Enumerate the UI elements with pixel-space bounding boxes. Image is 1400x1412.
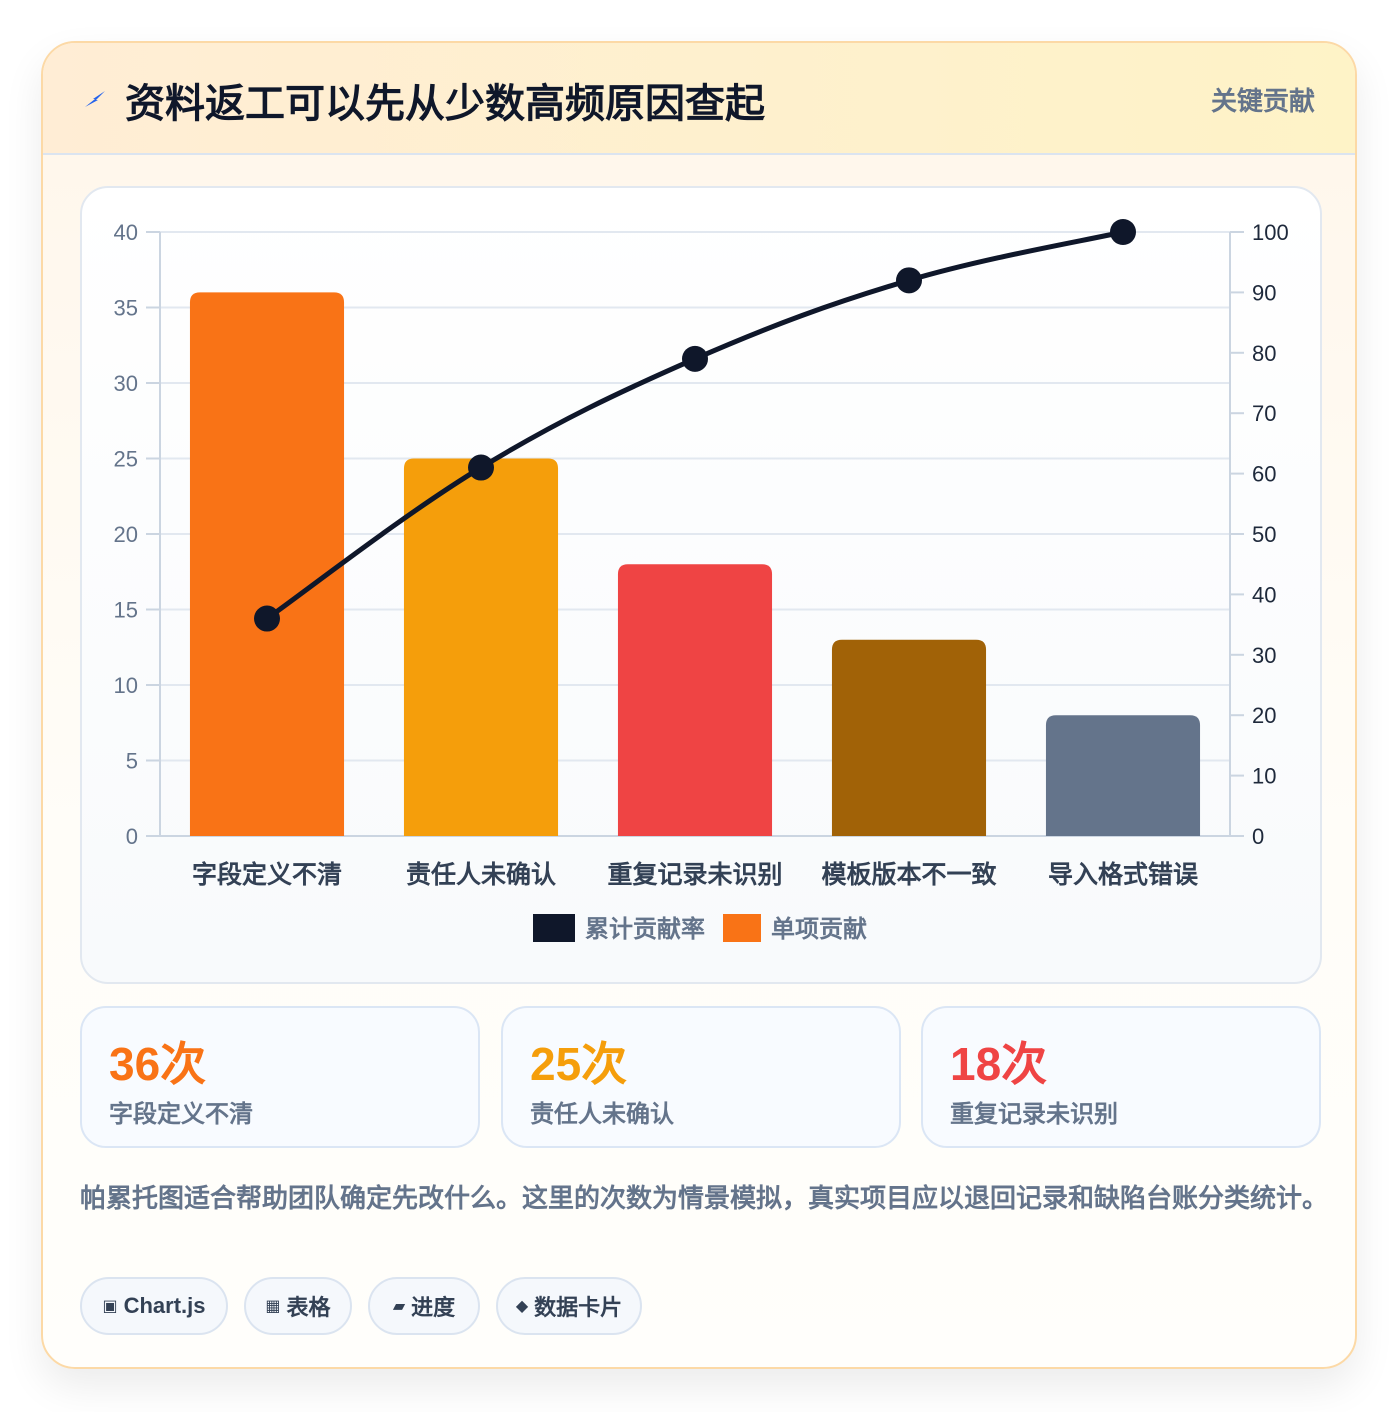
stat-card-1: 36次 字段定义不清 (80, 1006, 480, 1148)
stat-value: 36次 (109, 1038, 207, 1090)
progress-icon: ▰ (392, 1298, 406, 1315)
y-left-tick-label: 5 (126, 749, 138, 774)
card-title: 资料返工可以先从少数高频原因查起 (125, 82, 765, 126)
lightning-icon (85, 91, 105, 107)
line-point (254, 605, 280, 632)
legend-swatch (533, 914, 575, 942)
line-point (896, 267, 922, 294)
chip-chartjs[interactable]: ▣ Chart.js (80, 1277, 228, 1335)
bar (1045, 715, 1201, 836)
stat-card-3: 18次 重复记录未识别 (921, 1006, 1321, 1148)
line-point (468, 454, 494, 481)
x-tick-label: 责任人未确认 (406, 860, 556, 889)
legend-label: 累计贡献率 (585, 915, 705, 943)
y-right-tick-label: 60 (1252, 462, 1276, 487)
y-right-tick-label: 80 (1252, 341, 1276, 366)
bar (617, 564, 773, 836)
chip-label: Chart.js (123, 1293, 206, 1318)
y-right-tick-label: 0 (1252, 824, 1264, 849)
y-right-tick-label: 40 (1252, 582, 1276, 607)
diamond-icon: ◆ (515, 1298, 529, 1315)
chip-label: 表格 (286, 1295, 331, 1320)
card-header: 资料返工可以先从少数高频原因查起 关键贡献 (43, 43, 1355, 155)
chip-label: 数据卡片 (534, 1295, 623, 1320)
y-left-tick-label: 30 (114, 371, 138, 396)
x-tick-label: 字段定义不清 (192, 860, 342, 889)
legend-label: 单项贡献 (771, 916, 867, 943)
pareto-chart: 0 5 10 15 20 25 30 35 40 0 10 20 30 40 50 60 70 80 90 100 字段… (114, 219, 1289, 943)
chart-card: 资料返工可以先从少数高频原因查起 关键贡献 0 5 10 15 20 25 30 35 40 0 1… (41, 41, 1357, 1369)
chart-icon: ▣ (102, 1298, 118, 1315)
bar (831, 639, 987, 836)
y-right-tick-label: 20 (1252, 703, 1276, 728)
legend-swatch (723, 914, 761, 942)
x-tick-label: 重复记录未识别 (607, 860, 782, 889)
chart-note: 帕累托图适合帮助团队确定先改什么。这里的次数为情景模拟，真实项目应以退回记录和缺… (80, 1183, 1329, 1213)
stat-card-2: 25次 责任人未确认 (501, 1006, 901, 1148)
y-right-tick-label: 100 (1252, 220, 1289, 245)
y-left-tick-label: 10 (114, 673, 138, 698)
line-point (1110, 219, 1136, 245)
y-left-tick-label: 15 (114, 598, 138, 623)
y-left-tick-label: 25 (114, 447, 138, 472)
chip-data-card[interactable]: ◆ 数据卡片 (496, 1277, 642, 1335)
y-right-tick-label: 90 (1252, 280, 1276, 305)
y-left-tick-label: 40 (114, 220, 138, 245)
stat-value: 25次 (530, 1038, 628, 1090)
chip-table[interactable]: ▦ 表格 (244, 1277, 352, 1335)
stat-label: 责任人未确认 (530, 1101, 674, 1128)
chip-label: 进度 (411, 1295, 456, 1320)
table-icon: ▦ (265, 1298, 281, 1315)
x-tick-label: 导入格式错误 (1048, 860, 1199, 889)
y-right-tick-label: 50 (1252, 522, 1276, 547)
y-left-tick-label: 0 (126, 824, 138, 849)
y-right-tick-label: 10 (1252, 764, 1276, 789)
y-right-tick-label: 70 (1252, 401, 1276, 426)
bar (189, 292, 345, 836)
stat-label: 重复记录未识别 (950, 1101, 1118, 1128)
x-tick-label: 模板版本不一致 (821, 860, 997, 889)
y-right-tick-label: 30 (1252, 643, 1276, 668)
stat-label: 字段定义不清 (109, 1101, 253, 1128)
y-left-tick-label: 35 (114, 296, 138, 321)
bar (403, 458, 559, 836)
chart-panel: 0 5 10 15 20 25 30 35 40 0 10 20 30 40 50 60 70 80 90 100 字段… (80, 186, 1322, 984)
stat-value: 18次 (950, 1038, 1048, 1090)
chip-progress[interactable]: ▰ 进度 (368, 1277, 480, 1335)
line-point (682, 345, 708, 372)
y-left-tick-label: 20 (114, 522, 138, 547)
header-tag: 关键贡献 (1210, 86, 1315, 116)
cumulative-line (264, 229, 1126, 622)
